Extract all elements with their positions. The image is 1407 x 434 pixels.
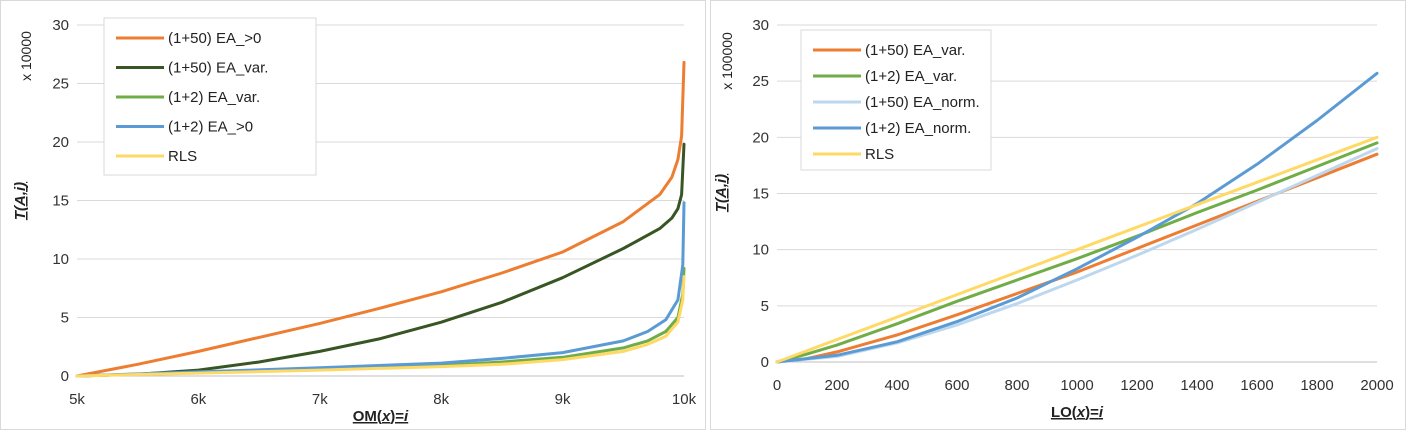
- x-tick-label: 0: [773, 377, 781, 394]
- legend-box: [800, 29, 992, 171]
- series-line: [775, 71, 1379, 364]
- y-tick-label: 5: [761, 298, 769, 315]
- x-tick-label: 200: [824, 377, 849, 394]
- y-scale-label: x 10000: [18, 31, 34, 81]
- x-tick-label: 1400: [1180, 377, 1213, 394]
- x-tick-label: 600: [944, 377, 969, 394]
- legend-label: (1+50) EA_>0: [168, 30, 261, 47]
- series-line: [775, 141, 1379, 364]
- y-axis-title: T(A,i): [12, 182, 29, 220]
- chart-panel-lo: 0 5 10 15 20 25 30 0 200 400 600 800 1000 1200 1400 160…: [710, 0, 1406, 430]
- y-tick-label: 10: [752, 242, 769, 259]
- x-tick-label: 1800: [1300, 377, 1333, 394]
- chart-panel-om: 0 5 10 15 20 25 30 5k 6k 7k 8k 9k 10k x 10000 T(A,i) OM…: [0, 0, 706, 430]
- legend-label: (1+50) EA_var.: [168, 60, 268, 77]
- x-tick-label: 1000: [1060, 377, 1093, 394]
- legend-label: (1+2) EA_>0: [168, 119, 253, 136]
- x-tick-label: 10k: [672, 391, 697, 408]
- legend-label: (1+2) EA_var.: [865, 68, 957, 85]
- series-line: [75, 201, 686, 378]
- x-axis-title: OM(x)=i: [353, 408, 409, 425]
- x-tick-label: 7k: [312, 391, 328, 408]
- x-tick-label: 800: [1004, 377, 1029, 394]
- chart-lo-svg: 0 5 10 15 20 25 30 0 200 400 600 800 1000 1200 1400 160…: [713, 17, 1394, 421]
- y-tick-label: 15: [752, 186, 769, 203]
- legend-label: (1+2) EA_var.: [168, 89, 260, 106]
- chart-om-svg: 0 5 10 15 20 25 30 5k 6k 7k 8k 9k 10k x 10000 T(A,i) OM…: [12, 17, 697, 425]
- y-tick-label: 5: [61, 310, 69, 327]
- series-line: [775, 135, 1379, 364]
- x-tick-label: 5k: [69, 391, 85, 408]
- x-tick-label: 1600: [1240, 377, 1273, 394]
- x-tick-label: 9k: [555, 391, 571, 408]
- y-tick-label: 30: [752, 17, 769, 34]
- x-tick-label: 1200: [1120, 377, 1153, 394]
- y-tick-label: 30: [52, 17, 69, 34]
- y-tick-label: 25: [52, 76, 69, 93]
- series-line: [775, 147, 1379, 364]
- y-scale-label: x 100000: [719, 32, 735, 90]
- x-axis-title: LO(x)=i: [1051, 404, 1104, 421]
- y-tick-label: 0: [61, 368, 69, 385]
- x-tick-label: 8k: [433, 391, 449, 408]
- series-line: [75, 275, 686, 378]
- y-tick-label: 0: [761, 354, 769, 371]
- x-tick-label: 400: [884, 377, 909, 394]
- series-line: [75, 266, 686, 378]
- y-axis-title: T(A,i): [713, 174, 730, 212]
- y-tick-label: 20: [52, 134, 69, 151]
- y-tick-label: 20: [752, 129, 769, 146]
- y-tick-label: 10: [52, 251, 69, 268]
- y-tick-label: 25: [752, 73, 769, 90]
- x-tick-label: 6k: [190, 391, 206, 408]
- legend-label: (1+50) EA_var.: [865, 42, 965, 59]
- legend-label: (1+50) EA_norm.: [865, 94, 980, 111]
- x-tick-label: 2000: [1360, 377, 1393, 394]
- legend-label: RLS: [865, 146, 894, 163]
- series-line: [75, 142, 686, 378]
- legend-label: (1+2) EA_norm.: [865, 120, 971, 137]
- y-tick-label: 15: [52, 193, 69, 210]
- series-line: [75, 60, 686, 378]
- legend-label: RLS: [168, 148, 197, 165]
